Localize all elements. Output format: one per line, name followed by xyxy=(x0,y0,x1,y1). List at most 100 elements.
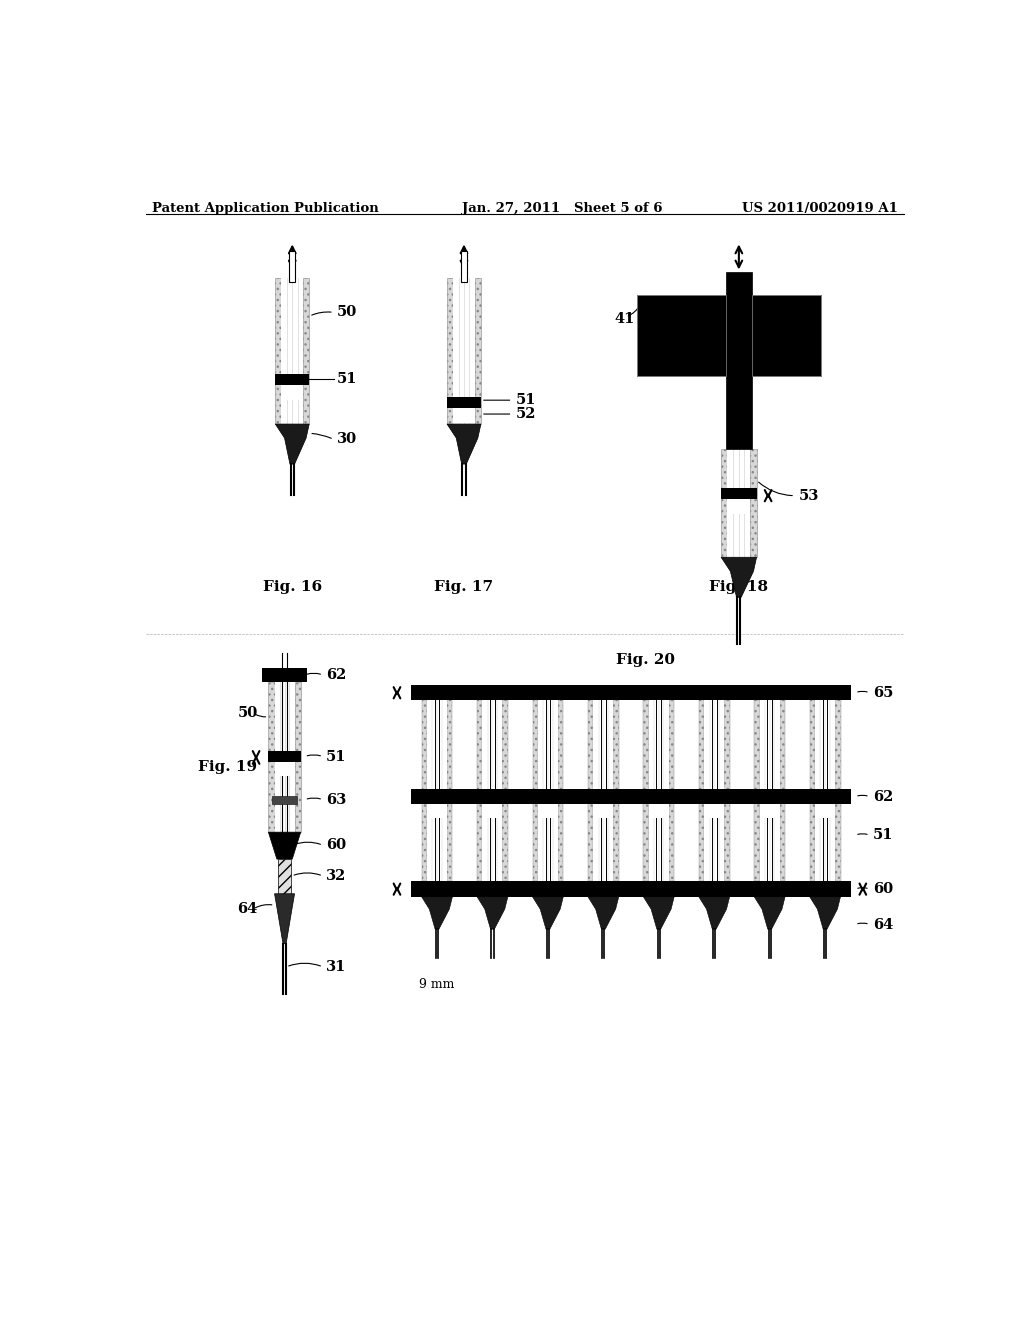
Bar xyxy=(698,789,730,804)
Polygon shape xyxy=(588,896,618,929)
Bar xyxy=(289,251,295,281)
Text: 62: 62 xyxy=(872,789,893,804)
Bar xyxy=(503,701,508,882)
Text: 52: 52 xyxy=(515,407,536,421)
Bar xyxy=(836,701,841,882)
Bar xyxy=(669,701,674,882)
Text: 65: 65 xyxy=(872,686,893,700)
Bar xyxy=(295,682,301,832)
Bar xyxy=(447,397,481,408)
Text: Jan. 27, 2011   Sheet 5 of 6: Jan. 27, 2011 Sheet 5 of 6 xyxy=(462,202,663,215)
Text: 64: 64 xyxy=(238,902,258,916)
Text: 50: 50 xyxy=(337,305,357,319)
Bar xyxy=(538,804,558,818)
Bar xyxy=(411,882,851,896)
Bar xyxy=(760,701,779,882)
Bar xyxy=(588,701,593,882)
Bar xyxy=(755,789,785,804)
Bar xyxy=(698,701,705,882)
Text: Patent Application Publication: Patent Application Publication xyxy=(153,202,379,215)
Bar xyxy=(643,701,649,882)
Bar xyxy=(727,449,751,557)
Polygon shape xyxy=(755,896,785,929)
Bar xyxy=(422,701,427,882)
Polygon shape xyxy=(274,894,295,944)
Bar xyxy=(275,374,309,385)
Bar xyxy=(721,488,757,499)
Bar xyxy=(282,277,303,424)
Bar xyxy=(422,789,453,804)
Bar xyxy=(593,804,613,818)
Text: Fig. 18: Fig. 18 xyxy=(710,581,768,594)
Bar xyxy=(815,701,836,882)
Text: Fig. 20: Fig. 20 xyxy=(615,653,675,667)
Bar xyxy=(532,701,538,882)
Bar xyxy=(278,859,292,894)
Text: 50: 50 xyxy=(238,706,258,719)
Bar xyxy=(613,701,618,882)
Bar xyxy=(272,796,297,804)
Text: 31: 31 xyxy=(326,960,346,974)
Bar xyxy=(727,499,751,515)
Bar xyxy=(779,701,785,882)
Text: 51: 51 xyxy=(872,828,893,842)
Bar xyxy=(705,804,724,818)
Bar xyxy=(643,789,674,804)
Bar xyxy=(282,385,303,400)
Bar xyxy=(454,408,475,424)
Text: US 2011/0020919 A1: US 2011/0020919 A1 xyxy=(741,202,897,215)
Bar xyxy=(303,277,309,424)
Bar xyxy=(268,751,301,762)
Text: 53: 53 xyxy=(799,488,819,503)
Polygon shape xyxy=(275,424,309,465)
Polygon shape xyxy=(447,424,481,465)
Bar xyxy=(810,701,815,882)
Bar xyxy=(475,277,481,424)
Bar xyxy=(558,701,563,882)
Bar xyxy=(268,682,274,832)
Bar xyxy=(411,685,851,701)
Polygon shape xyxy=(810,896,841,929)
Text: 51: 51 xyxy=(337,372,357,387)
Text: 32: 32 xyxy=(326,869,346,883)
Bar xyxy=(726,272,752,449)
Bar xyxy=(477,789,508,804)
Bar xyxy=(274,682,295,832)
Bar xyxy=(427,804,447,818)
Bar xyxy=(274,762,295,776)
Text: 51: 51 xyxy=(326,750,347,764)
Text: 63: 63 xyxy=(326,793,346,807)
Bar xyxy=(649,804,669,818)
Bar xyxy=(427,701,447,882)
Bar xyxy=(588,789,618,804)
Bar xyxy=(482,804,503,818)
Text: Fig. 17: Fig. 17 xyxy=(434,581,494,594)
Bar xyxy=(724,701,730,882)
Text: 41: 41 xyxy=(614,312,635,326)
Bar xyxy=(815,804,836,818)
Bar xyxy=(755,701,760,882)
Bar xyxy=(447,701,453,882)
Polygon shape xyxy=(422,896,453,929)
Text: 60: 60 xyxy=(872,882,893,896)
Bar xyxy=(705,701,724,882)
Text: 9 mm: 9 mm xyxy=(420,978,455,991)
Bar xyxy=(752,296,821,376)
Bar xyxy=(760,804,779,818)
Polygon shape xyxy=(643,896,674,929)
Bar xyxy=(482,701,503,882)
Text: Fig. 19: Fig. 19 xyxy=(199,760,257,774)
Bar xyxy=(275,277,282,424)
Polygon shape xyxy=(721,557,757,598)
Bar xyxy=(751,449,757,557)
Text: Fig. 16: Fig. 16 xyxy=(263,581,322,594)
Bar xyxy=(810,789,841,804)
Bar xyxy=(593,701,613,882)
Text: 60: 60 xyxy=(326,838,346,853)
Bar xyxy=(721,449,727,557)
Bar xyxy=(454,277,475,424)
Text: 62: 62 xyxy=(326,668,346,682)
Text: 64: 64 xyxy=(872,917,893,932)
Polygon shape xyxy=(698,896,730,929)
Bar xyxy=(461,251,467,281)
